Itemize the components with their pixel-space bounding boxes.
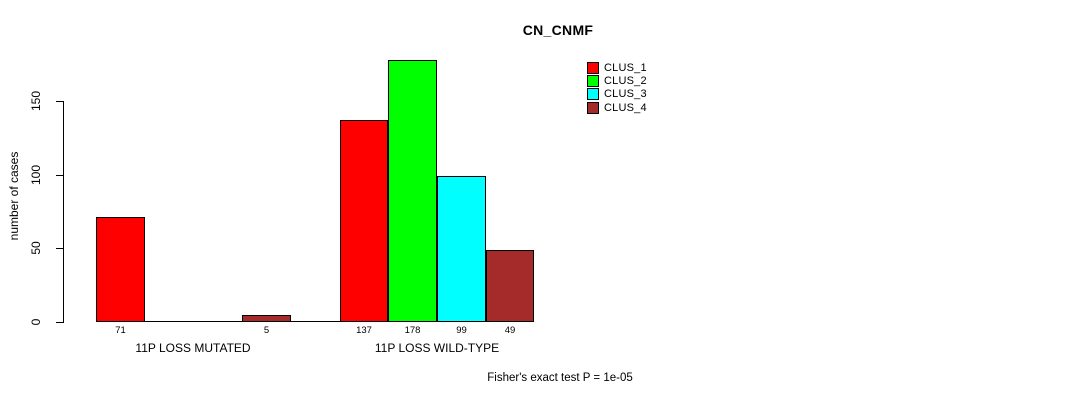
legend: CLUS_1 CLUS_2 CLUS_3 CLUS_4 — [587, 61, 647, 115]
x-baseline — [96, 321, 534, 322]
legend-label: CLUS_4 — [604, 101, 647, 114]
bar-value-label: 5 — [263, 325, 270, 336]
y-tick-label: 150 — [29, 90, 43, 112]
chart-title: CN_CNMF — [522, 22, 594, 38]
legend-label: CLUS_1 — [604, 61, 647, 74]
y-axis-tick — [56, 175, 63, 176]
y-tick-label: 100 — [29, 164, 43, 186]
bar-clus_4-group1 — [242, 315, 291, 322]
x-group-label-1: 11P LOSS MUTATED — [135, 341, 251, 355]
legend-label: CLUS_3 — [604, 88, 647, 101]
legend-item-clus_3: CLUS_3 — [587, 88, 647, 101]
y-tick-label: 50 — [29, 241, 43, 255]
bar-value-label: 99 — [456, 325, 467, 336]
legend-swatch — [587, 75, 599, 88]
legend-swatch — [587, 101, 599, 114]
bar-clus_1-group2 — [340, 120, 388, 322]
x-group-label-2: 11P LOSS WILD-TYPE — [374, 341, 500, 355]
bar-value-label: 49 — [504, 325, 516, 336]
y-axis-line — [63, 101, 64, 323]
legend-item-clus_1: CLUS_1 — [587, 61, 647, 74]
bar-clus_4-group2 — [486, 250, 534, 322]
legend-item-clus_4: CLUS_4 — [587, 101, 647, 114]
legend-swatch — [587, 61, 599, 74]
legend-label: CLUS_2 — [604, 75, 647, 88]
stat-test-note: Fisher's exact test P = 1e-05 — [487, 372, 633, 384]
bar-value-label: 71 — [115, 325, 126, 336]
y-axis-tick — [56, 248, 63, 249]
y-tick-label: 0 — [29, 318, 43, 326]
bar-clus_2-group2 — [388, 60, 437, 322]
y-axis-tick — [56, 322, 63, 323]
bar-clus_3-group2 — [437, 176, 486, 322]
bar-value-label: 178 — [404, 325, 421, 336]
y-axis-tick — [56, 101, 63, 102]
legend-item-clus_2: CLUS_2 — [587, 74, 647, 88]
bar-value-label: 137 — [356, 325, 372, 336]
legend-swatch — [587, 88, 599, 101]
bar-clus_1-group1 — [96, 217, 145, 322]
